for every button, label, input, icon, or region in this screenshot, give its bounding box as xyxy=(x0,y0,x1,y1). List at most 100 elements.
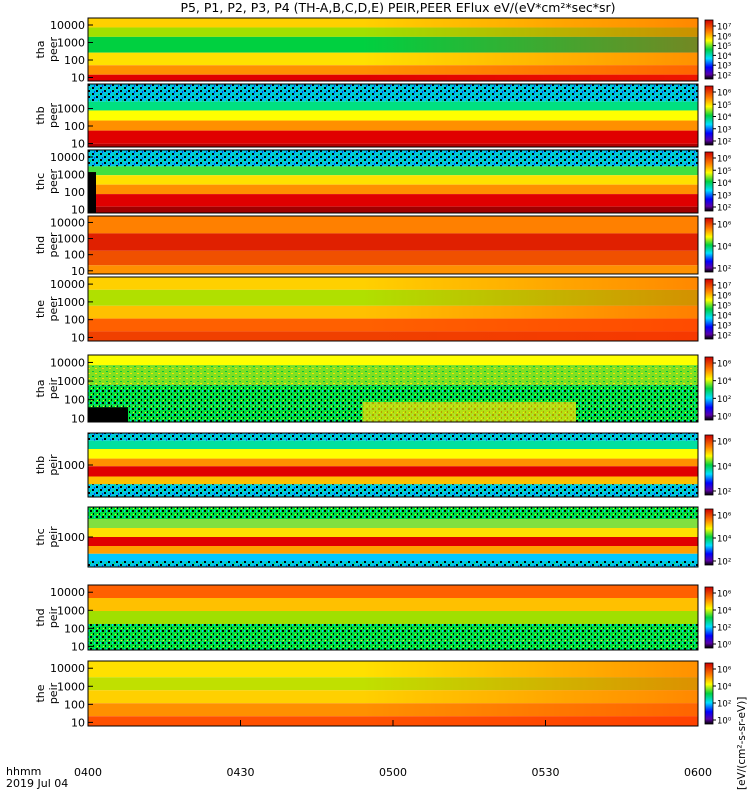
heatmap-band xyxy=(88,250,698,266)
colorbar-tick-label: 10² xyxy=(717,488,731,498)
panel-species-label: peer xyxy=(47,232,60,258)
colorbar xyxy=(704,508,714,566)
y-tick-label: 10000 xyxy=(50,19,85,32)
panel-thb-peir: 1000 thb peir 10² 10⁴ 10⁶ xyxy=(34,432,732,498)
colorbar-tick-label: 10⁴ xyxy=(717,243,732,253)
y-tick-label: 10 xyxy=(71,204,85,217)
y-tick-label: 10 xyxy=(71,412,85,425)
heatmap-band xyxy=(88,553,698,561)
colorbar-tick-label: 10⁶ xyxy=(717,89,732,99)
heatmap-band xyxy=(88,407,128,422)
y-tick-label: 1000 xyxy=(57,103,85,116)
colorbar-tick-label: 10⁴ xyxy=(717,683,732,693)
colorbar xyxy=(704,151,714,212)
colorbar-tick-label: 10³ xyxy=(717,62,731,72)
y-tick-label: 10000 xyxy=(50,662,85,675)
panel-species-label: peer xyxy=(47,37,60,63)
panel-frame xyxy=(87,276,699,342)
colorbar-tick-label: 10⁰ xyxy=(717,413,732,423)
heatmap-band xyxy=(88,546,698,554)
heatmap-band xyxy=(88,640,698,650)
panel-species-label: peir xyxy=(47,682,60,704)
y-tick-label: 1000 xyxy=(57,169,85,182)
y-tick-label: 1000 xyxy=(57,459,85,472)
y-tick-label: 1000 xyxy=(57,37,85,50)
colorbar-tick-label: 10² xyxy=(717,558,731,568)
panel-frame xyxy=(87,149,699,214)
colorbar-tick-label: 10⁴ xyxy=(717,463,732,473)
colorbar-tick-label: 10⁶ xyxy=(717,155,732,165)
colorbar-tick-label: 10² xyxy=(717,700,731,710)
heatmap-band xyxy=(88,519,698,528)
heatmap-band xyxy=(88,355,698,366)
y-tick-label: 1000 xyxy=(57,680,85,693)
colorbar-tick-label: 10³ xyxy=(717,125,731,135)
colorbar-tick-label: 10⁰ xyxy=(717,641,732,651)
y-tick-label: 1000 xyxy=(57,531,85,544)
heatmap-band xyxy=(88,194,698,207)
panel-probe-label: thd xyxy=(34,608,47,626)
heatmap-band xyxy=(88,172,96,213)
colorbar-tick-label: 10⁷ xyxy=(717,23,732,33)
colorbar-tick-label: 10² xyxy=(717,395,731,405)
heatmap-band xyxy=(88,184,698,195)
heatmap-band xyxy=(88,507,698,519)
heatmap-band xyxy=(88,433,698,441)
colorbar xyxy=(704,19,714,80)
y-tick-label: 100 xyxy=(64,120,85,133)
colorbar-tick-label: 10⁶ xyxy=(717,512,732,522)
colorbar-tick-label: 10⁶ xyxy=(717,221,732,231)
panel-frame xyxy=(87,83,699,148)
colorbar-tick-label: 10³ xyxy=(717,191,731,201)
y-tick-label: 100 xyxy=(64,394,85,407)
colorbar-tick-label: 10⁵ xyxy=(717,167,731,177)
y-tick-label: 1000 xyxy=(57,604,85,617)
figure-title: P5, P1, P2, P3, P4 (TH-A,B,C,D,E) PEIR,P… xyxy=(180,0,615,15)
colorbar xyxy=(704,85,714,146)
heatmap-band xyxy=(88,150,698,167)
y-tick-label: 100 xyxy=(64,186,85,199)
panel-frame xyxy=(87,17,699,82)
y-tick-label: 10000 xyxy=(50,216,85,229)
y-tick-label: 1000 xyxy=(57,296,85,309)
heatmap-band xyxy=(88,561,698,567)
heatmap-band xyxy=(88,166,698,176)
heatmap-band xyxy=(88,537,698,546)
colorbar-tick-label: 10³ xyxy=(717,322,731,332)
panel-probe-label: thb xyxy=(34,456,47,474)
y-tick-label: 100 xyxy=(64,622,85,635)
heatmap-band xyxy=(88,440,698,449)
colorbar xyxy=(704,662,714,725)
panel-frame xyxy=(87,354,699,423)
heatmap-band xyxy=(88,476,698,485)
heatmap-band xyxy=(88,585,698,598)
heatmap-band xyxy=(88,449,698,459)
x-tick-label: 0400 xyxy=(74,766,102,779)
colorbar-tick-label: 10⁶ xyxy=(717,32,732,42)
y-tick-label: 100 xyxy=(64,698,85,711)
heatmap-band xyxy=(362,401,576,422)
colorbar-tick-label: 10⁴ xyxy=(717,113,732,123)
x-tick-label: 0500 xyxy=(379,766,407,779)
x-tick-label: 0600 xyxy=(684,766,712,779)
panel-probe-label: thd xyxy=(34,236,47,254)
y-tick-label: 10 xyxy=(71,716,85,729)
colorbar-tick-label: 10² xyxy=(717,72,731,82)
heatmap-band xyxy=(88,143,698,147)
y-tick-label: 100 xyxy=(64,314,85,327)
panel-frame xyxy=(87,584,699,651)
colorbar-tick-label: 10⁷ xyxy=(717,282,732,292)
heatmap-band xyxy=(88,385,698,406)
panel-probe-label: the xyxy=(34,684,47,702)
colorbar xyxy=(704,586,714,649)
heatmap-band xyxy=(88,175,698,185)
heatmap-band xyxy=(88,101,698,111)
y-tick-label: 10 xyxy=(71,138,85,151)
heatmap-band xyxy=(88,598,698,611)
heatmap-band xyxy=(88,216,698,234)
y-tick-label: 1000 xyxy=(57,375,85,388)
